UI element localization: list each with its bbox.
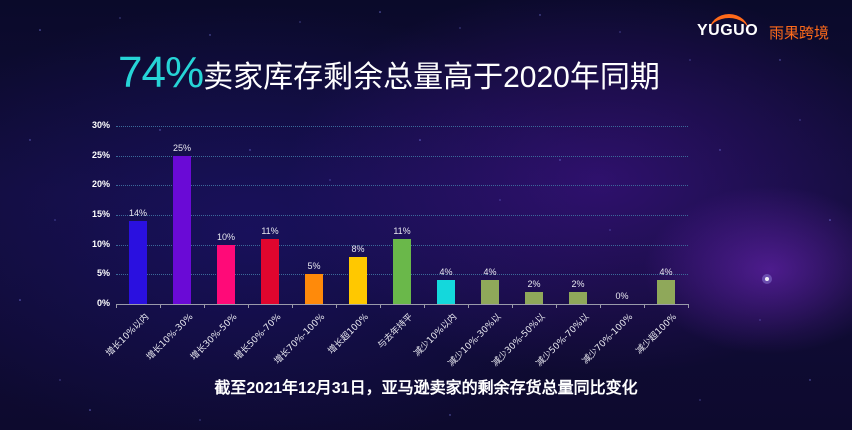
bar[interactable] bbox=[393, 238, 411, 304]
bar[interactable] bbox=[173, 155, 191, 304]
bar[interactable] bbox=[569, 292, 587, 304]
gridline bbox=[116, 126, 688, 127]
bar[interactable] bbox=[481, 280, 499, 304]
bar[interactable] bbox=[525, 292, 543, 304]
bar-value-label: 14% bbox=[128, 207, 147, 218]
bar[interactable] bbox=[437, 280, 455, 304]
x-axis-category-label: 增长超100% bbox=[326, 312, 372, 357]
logo-text-cn: 雨果跨境 bbox=[769, 24, 830, 42]
bar-value-label: 5% bbox=[307, 261, 321, 272]
x-axis-tick bbox=[688, 304, 689, 308]
x-axis-tick bbox=[600, 304, 601, 308]
yuguo-logo: YUGUO 雨果跨境 bbox=[697, 10, 847, 42]
y-axis-tick-label: 30% bbox=[91, 120, 110, 130]
bar-value-label: 8% bbox=[351, 243, 365, 254]
bar[interactable] bbox=[261, 238, 279, 304]
bar-value-label: 11% bbox=[261, 225, 279, 236]
x-axis-category-label: 减少超100% bbox=[634, 312, 680, 357]
title-highlight-percent: 74% bbox=[118, 48, 204, 97]
bar[interactable] bbox=[305, 274, 323, 304]
bar[interactable] bbox=[217, 244, 235, 304]
bar-value-label: 4% bbox=[483, 267, 497, 278]
y-axis-tick-label: 5% bbox=[96, 268, 110, 279]
title-text: 卖家库存剩余总量高于2020年同期 bbox=[203, 61, 660, 94]
x-axis-tick bbox=[556, 304, 557, 308]
x-axis-tick bbox=[292, 304, 293, 308]
y-axis-tick-label: 10% bbox=[91, 238, 110, 249]
chart-caption: 截至2021年12月31日，亚马逊卖家的剩余存货总量同比变化 bbox=[214, 380, 638, 397]
bar-value-label: 4% bbox=[659, 267, 673, 278]
x-axis-tick bbox=[204, 304, 205, 308]
bar[interactable] bbox=[129, 220, 147, 304]
x-axis-category-label: 与去年持平 bbox=[376, 312, 416, 352]
page-title: 74%卖家库存剩余总量高于2020年同期 bbox=[118, 48, 660, 98]
bar-value-label: 11% bbox=[393, 225, 411, 236]
y-axis-tick-label: 15% bbox=[91, 209, 110, 219]
x-axis-tick bbox=[160, 304, 161, 308]
bar-value-label: 0% bbox=[615, 291, 629, 301]
x-axis-tick bbox=[424, 304, 425, 308]
gridline bbox=[116, 155, 688, 157]
x-axis-tick bbox=[468, 304, 469, 308]
logo-text-en: YUGUO bbox=[697, 22, 759, 39]
y-axis-tick-label: 0% bbox=[96, 298, 110, 308]
x-axis-tick bbox=[248, 304, 249, 308]
x-axis-tick bbox=[512, 304, 513, 308]
gridline bbox=[116, 215, 688, 216]
x-axis-tick bbox=[380, 304, 381, 308]
bar-value-label: 25% bbox=[172, 142, 191, 153]
x-axis-tick bbox=[644, 304, 645, 308]
bar-value-label: 4% bbox=[439, 267, 453, 278]
bar-value-label: 10% bbox=[216, 231, 235, 242]
bar[interactable] bbox=[349, 256, 367, 304]
x-axis-tick bbox=[116, 304, 117, 308]
x-axis-tick bbox=[336, 304, 337, 308]
gridline bbox=[116, 185, 688, 187]
y-axis-tick-label: 20% bbox=[91, 179, 110, 190]
x-axis-line bbox=[116, 304, 688, 305]
bar-value-label: 2% bbox=[571, 279, 585, 290]
logo-arc-icon bbox=[709, 14, 749, 32]
bar-value-label: 2% bbox=[527, 279, 541, 290]
bar[interactable] bbox=[657, 280, 675, 304]
y-axis-tick-label: 25% bbox=[91, 149, 110, 160]
